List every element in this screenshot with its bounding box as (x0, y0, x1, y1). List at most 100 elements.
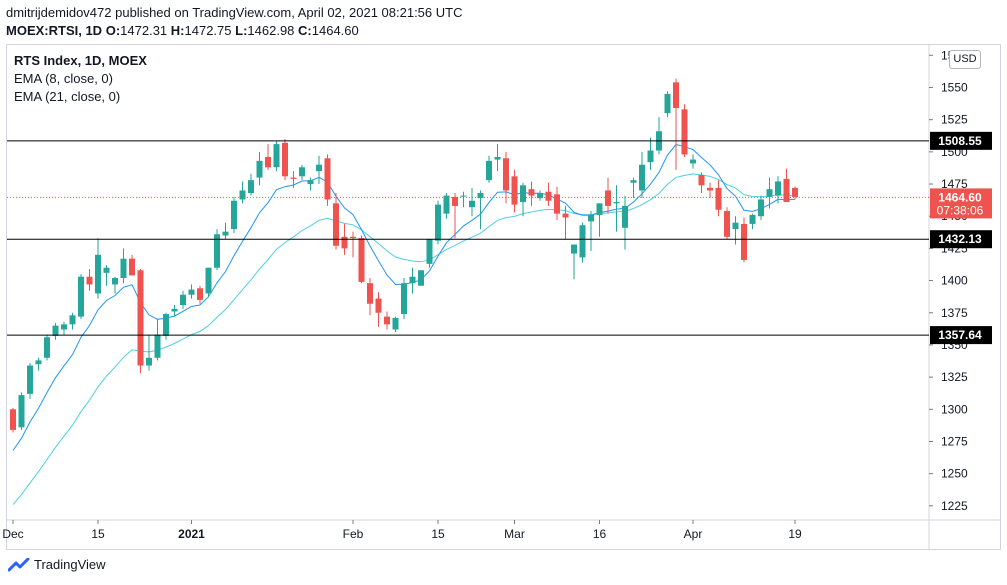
tradingview-logo-icon (8, 557, 30, 571)
candle-body (766, 189, 773, 197)
legend-ema21[interactable]: EMA (21, close, 0) (14, 89, 121, 104)
candle-body (350, 236, 356, 239)
candle-body (392, 317, 399, 330)
candle-body (554, 194, 560, 214)
candle-body (341, 236, 348, 249)
x-tick-label: 16 (593, 527, 607, 541)
candle-body (724, 211, 730, 237)
x-tick-label: 2021 (178, 527, 205, 541)
candle-body (35, 360, 42, 365)
candle-body (120, 258, 127, 278)
y-tick-label: 1475 (941, 177, 968, 191)
close-label: C: (298, 23, 312, 38)
candle-body (690, 159, 696, 164)
footer-brand[interactable]: TradingView (8, 557, 106, 572)
candle-body (180, 294, 186, 306)
level-price-tag (930, 230, 992, 249)
countdown-label: 07:38:06 (937, 203, 984, 217)
candle-body (103, 267, 110, 273)
candle-body (528, 189, 535, 196)
candle-body (367, 283, 373, 304)
level-price-label: 1508.55 (938, 134, 982, 148)
x-tick-label: 15 (91, 527, 105, 541)
symbol-label: MOEX:RTSI, 1D (6, 23, 103, 38)
candle-body (282, 142, 288, 177)
candle-body (469, 200, 475, 208)
candle-body (630, 180, 637, 183)
candle-body (520, 185, 526, 203)
x-tick-label: Mar (504, 527, 525, 541)
candle-body (231, 200, 237, 230)
candle-body (18, 395, 25, 428)
candle-body (324, 158, 331, 200)
x-tick-label: 19 (788, 527, 802, 541)
candle-body (741, 223, 747, 260)
candle-body (52, 325, 59, 336)
candle-body (290, 177, 297, 179)
candle-body (205, 267, 212, 294)
ema21-line (12, 173, 796, 505)
candle-body (197, 288, 203, 300)
candle-body (477, 193, 484, 199)
candle-body (758, 199, 764, 217)
last-price-label: 1464.60 (938, 190, 982, 204)
open-value: 1472.31 (120, 23, 168, 38)
candle-body (163, 314, 169, 336)
candle-body (409, 276, 416, 284)
candle-body (44, 337, 50, 358)
candle-body (792, 187, 798, 197)
candle-body (333, 203, 339, 246)
candle-body (316, 164, 322, 172)
candle-body (214, 234, 220, 268)
legend-ema8[interactable]: EMA (8, close, 0) (14, 71, 113, 86)
y-tick-label: 1325 (941, 370, 968, 384)
candle-body (137, 270, 144, 366)
candle-body (435, 204, 441, 241)
candle-body (732, 222, 739, 230)
candle-body (588, 214, 594, 222)
candle-body (69, 315, 76, 325)
level-price-label: 1432.13 (938, 232, 982, 246)
x-tick-label: 15 (431, 527, 445, 541)
candle-body (307, 180, 314, 185)
candle-body (248, 180, 254, 194)
candle-body (715, 187, 722, 210)
high-value: 1472.75 (184, 23, 232, 38)
candle-body (537, 193, 543, 199)
candle-body (222, 231, 229, 236)
candle-body (545, 191, 552, 201)
candle-body (27, 365, 33, 394)
candle-body (775, 181, 781, 196)
candle-body (384, 316, 390, 325)
candle-body (579, 225, 586, 258)
candle-body (503, 158, 509, 191)
low-label: L: (235, 23, 248, 38)
y-tick-label: 1250 (941, 467, 968, 481)
x-tick-label: Dec (2, 527, 23, 541)
currency-badge[interactable]: USD (949, 50, 981, 69)
candle-body (95, 254, 101, 294)
candle-body (639, 164, 645, 191)
publish-header: dmitrijdemidov472 published on TradingVi… (6, 4, 462, 40)
candle-body (154, 334, 161, 358)
chart-frame[interactable] (6, 44, 1001, 550)
candle-body (460, 195, 467, 197)
candle-body (61, 324, 67, 330)
candle-body (146, 357, 152, 366)
candle-body (375, 298, 382, 313)
candle-body (129, 258, 135, 276)
candle-body (86, 276, 93, 285)
candle-body (562, 213, 569, 218)
level-price-label: 1357.64 (938, 328, 982, 342)
candle-body (647, 150, 654, 163)
candle-body (188, 289, 195, 295)
candle-body (418, 270, 424, 286)
x-tick-label: Apr (684, 527, 703, 541)
close-value: 1464.60 (311, 23, 359, 38)
candle-body (273, 144, 280, 168)
level-price-tag (930, 131, 992, 150)
candle-body (664, 93, 671, 114)
candle-body (256, 160, 263, 178)
low-value: 1462.98 (247, 23, 295, 38)
